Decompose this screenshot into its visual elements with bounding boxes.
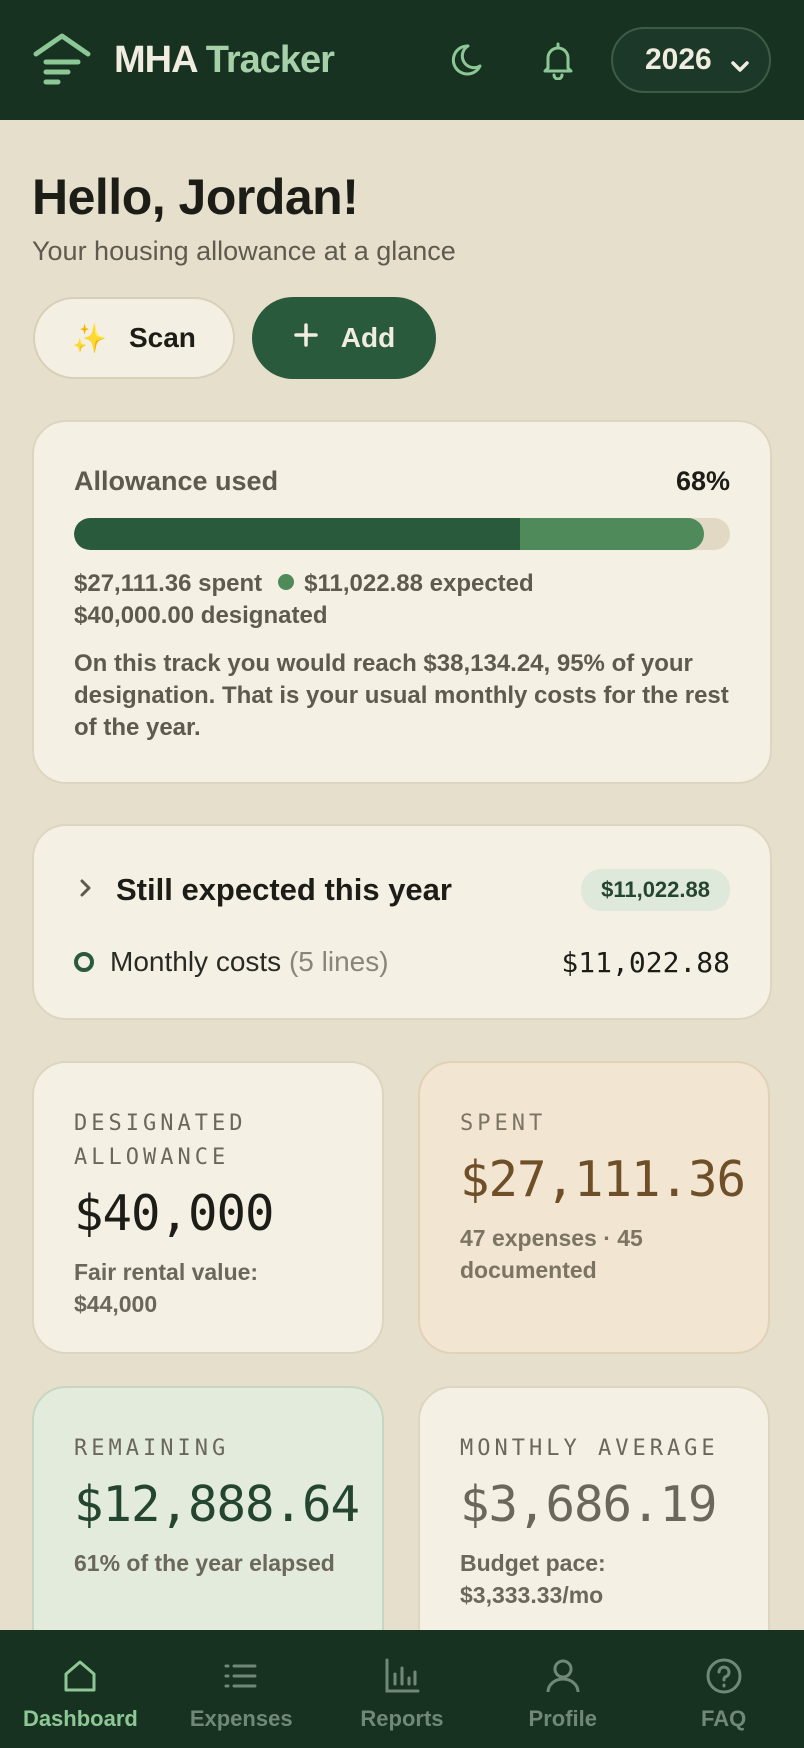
nav-item-profile[interactable]: Profile: [482, 1630, 643, 1748]
stat-sub: 47 expenses · 45 documented: [460, 1225, 643, 1283]
bar-chart-icon: [385, 1658, 420, 1693]
greeting-subtitle: Your housing allowance at a glance: [32, 236, 456, 266]
nav-item-faq[interactable]: FAQ: [643, 1630, 804, 1748]
scan-button[interactable]: ✨ Scan: [33, 297, 235, 379]
expected-line-item[interactable]: Monthly costs (5 lines) $11,022.88: [74, 942, 730, 982]
expected-title: Still expected this year: [116, 872, 452, 907]
moon-icon[interactable]: [446, 36, 494, 84]
stat-label: SPENT: [460, 1111, 547, 1136]
stat-label: REMAINING: [74, 1436, 230, 1461]
sparkles-icon: ✨: [72, 322, 107, 354]
list-icon: [224, 1664, 257, 1688]
progress-expected-fill: [520, 518, 704, 550]
expected-dot-icon: [278, 574, 295, 590]
spent-amount: $27,111.36 spent: [74, 570, 263, 597]
allowance-label: Allowance used: [74, 466, 279, 496]
expected-total-badge: $11,022.88: [581, 869, 730, 911]
plus-icon: [293, 322, 319, 355]
stat-label: MONTHLY AVERAGE: [460, 1436, 719, 1461]
greeting-title: Hello, Jordan!: [32, 169, 359, 225]
allowance-projection-note: On this track you would reach $38,134.24…: [74, 650, 729, 741]
ring-icon: [74, 952, 94, 972]
expected-card[interactable]: Still expected this year $11,022.88 Mont…: [32, 824, 772, 1020]
designated-amount: $40,000.00 designated: [74, 602, 328, 629]
year-select-value: 2026: [645, 43, 712, 76]
nav-label: FAQ: [700, 1706, 747, 1731]
expected-line-count: (5 lines): [288, 946, 389, 977]
nav-label: Profile: [528, 1706, 598, 1731]
add-button[interactable]: Add: [252, 297, 436, 379]
help-icon: [706, 1658, 742, 1694]
brand-name-part1: MHA: [114, 38, 197, 81]
allowance-percent: 68%: [675, 466, 730, 496]
stat-sub: Budget pace: $3,333.33/mo: [460, 1550, 606, 1608]
nav-label: Dashboard: [22, 1706, 138, 1731]
expected-line-label: Monthly costs: [110, 946, 282, 977]
nav-item-expenses[interactable]: Expenses: [161, 1630, 322, 1748]
house-logo-icon: [32, 30, 92, 90]
stat-value: $3,686.19: [460, 1476, 718, 1533]
chevron-right-icon[interactable]: [74, 877, 96, 904]
brand-name-part2: Tracker: [205, 38, 335, 81]
year-select[interactable]: 2026: [611, 27, 771, 93]
app-header: MHA Tracker 2026: [0, 0, 804, 120]
scan-button-label: Scan: [128, 322, 196, 353]
stat-value: $12,888.64: [74, 1476, 360, 1533]
bell-icon[interactable]: [534, 36, 582, 84]
allowance-progress-bar: [74, 518, 730, 550]
expected-amount: $11,022.88 expected: [304, 570, 534, 597]
app-brand[interactable]: MHA Tracker: [114, 38, 335, 82]
stat-sub: 61% of the year elapsed: [74, 1550, 335, 1576]
expected-line-amount: $11,022.88: [561, 945, 730, 979]
stat-value: $27,111.36: [460, 1151, 746, 1208]
nav-item-reports[interactable]: Reports: [322, 1630, 483, 1748]
nav-item-dashboard[interactable]: Dashboard: [0, 1630, 161, 1748]
chevron-down-icon: [729, 51, 751, 85]
nav-label: Expenses: [189, 1706, 293, 1731]
stat-value: $40,000: [74, 1185, 275, 1242]
stat-card-designated: DESIGNATED ALLOWANCE $40,000 Fair rental…: [32, 1061, 384, 1354]
stat-card-spent: SPENT $27,111.36 47 expenses · 45 docume…: [418, 1061, 770, 1354]
allowance-legend: $27,111.36 spent $11,022.88 expected $40,…: [74, 568, 730, 632]
user-icon: [546, 1659, 580, 1693]
progress-spent-fill: [74, 518, 520, 550]
stat-sub: Fair rental value: $44,000: [74, 1259, 259, 1317]
bottom-nav: Dashboard Expenses Reports Profile FAQ: [0, 1630, 804, 1748]
home-icon: [64, 1660, 96, 1692]
stat-label: DESIGNATED ALLOWANCE: [74, 1111, 247, 1170]
nav-label: Reports: [360, 1706, 444, 1731]
add-button-label: Add: [340, 322, 396, 353]
allowance-card: Allowance used 68% $27,111.36 spent $11,0…: [32, 420, 772, 784]
